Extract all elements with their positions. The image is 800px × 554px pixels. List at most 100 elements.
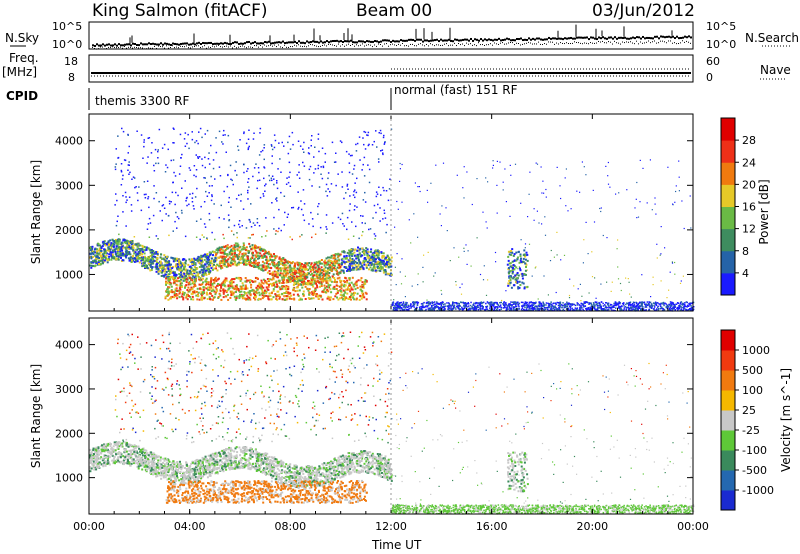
range-gate-cell: [202, 277, 204, 280]
range-gate-cell: [354, 288, 357, 291]
range-gate-cell: [298, 177, 301, 179]
range-gate-cell: [170, 285, 173, 288]
nsky-trace-point: [514, 39, 516, 42]
range-gate-cell: [201, 255, 204, 258]
range-gate-cell: [249, 221, 251, 223]
range-gate-cell: [337, 272, 340, 275]
range-gate-cell: [592, 304, 594, 306]
range-gate-cell: [343, 283, 346, 286]
nsky-trace-point: [662, 35, 664, 38]
range-gate-cell: [254, 293, 256, 296]
nsearch-trace-point: [624, 42, 625, 44]
range-gate-cell: [278, 296, 281, 298]
range-gate-cell: [185, 284, 188, 287]
range-gate-cell: [350, 250, 353, 253]
nsky-trace-point: [246, 41, 248, 44]
range-gate-cell: [193, 276, 196, 279]
nsearch-trace-point: [456, 45, 457, 47]
range-gate-cell: [235, 276, 238, 279]
range-gate-cell: [162, 257, 165, 260]
nsearch-trace-point: [140, 47, 141, 49]
range-gate-cell: [157, 157, 159, 159]
range-gate-cell: [188, 290, 191, 293]
range-gate-cell: [292, 275, 295, 278]
range-gate-cell: [262, 256, 264, 259]
range-gate-cell: [289, 280, 292, 283]
nsky-trace-point: [636, 36, 638, 39]
range-gate-cell: [377, 250, 380, 253]
range-gate-cell: [201, 260, 203, 263]
range-gate-cell: [218, 247, 221, 249]
range-gate-cell: [223, 237, 225, 240]
range-gate-cell: [92, 261, 95, 264]
nsky-trace-point: [114, 43, 116, 46]
range-gate-cell: [181, 286, 183, 288]
range-gate-cell: [94, 247, 97, 250]
range-gate-cell: [279, 158, 281, 160]
range-gate-cell: [545, 308, 547, 311]
nsky-trace-point: [170, 43, 172, 46]
range-gate-cell: [348, 278, 351, 281]
range-gate-cell: [189, 193, 191, 195]
range-gate-cell: [192, 270, 195, 273]
range-gate-cell: [307, 264, 310, 267]
nsearch-trace-point: [218, 44, 219, 46]
nsky-trace-point: [474, 38, 476, 41]
range-gate-cell: [213, 263, 215, 266]
nsky-trace-point: [496, 38, 498, 41]
range-gate-cell: [261, 288, 263, 291]
nsearch-trace-point: [238, 46, 239, 48]
range-gate-cell: [552, 307, 554, 309]
range-gate-cell: [243, 163, 245, 166]
range-gate-cell: [180, 266, 183, 269]
range-gate-cell: [346, 288, 348, 291]
range-gate-cell: [327, 282, 330, 285]
range-gate-cell: [379, 260, 382, 263]
range-gate-cell: [99, 244, 102, 247]
range-gate-cell: [299, 262, 302, 265]
nsky-trace-point: [498, 37, 500, 40]
range-gate-cell: [643, 309, 645, 312]
range-gate-cell: [271, 273, 274, 276]
range-gate-cell: [325, 214, 328, 216]
freq-unit-label: [MHz]: [2, 65, 37, 79]
range-gate-cell: [679, 302, 682, 305]
range-gate-cell: [279, 263, 282, 266]
range-gate-cell: [345, 192, 347, 194]
nsky-trace-point: [472, 39, 474, 42]
range-gate-cell: [285, 272, 288, 275]
range-gate-cell: [681, 306, 683, 309]
nsearch-trace-point: [448, 45, 449, 47]
nsearch-trace-point: [636, 40, 637, 42]
range-gate-cell: [345, 150, 348, 153]
range-gate-cell: [133, 260, 136, 263]
range-gate-cell: [132, 259, 135, 262]
range-gate-cell: [204, 133, 206, 135]
range-gate-cell: [203, 201, 206, 203]
range-gate-cell: [182, 268, 185, 271]
nsearch-trace-point: [110, 47, 111, 49]
range-gate-cell: [180, 295, 183, 298]
range-gate-cell: [277, 264, 280, 267]
range-gate-cell: [422, 302, 424, 305]
nsearch-trace-point: [254, 45, 255, 47]
range-gate-cell: [630, 306, 632, 309]
range-gate-cell: [680, 306, 682, 308]
range-gate-cell: [333, 254, 336, 257]
nsky-trace-point: [188, 43, 190, 46]
range-gate-cell: [520, 301, 523, 304]
range-gate-cell: [225, 295, 228, 298]
range-gate-cell: [329, 266, 332, 269]
nsearch-trace-point: [264, 44, 265, 46]
range-gate-cell: [241, 255, 244, 258]
range-gate-cell: [161, 269, 164, 272]
range-gate-cell: [325, 281, 328, 284]
range-gate-cell: [214, 279, 217, 282]
range-gate-cell: [116, 243, 119, 246]
range-gate-cell: [223, 263, 226, 266]
range-gate-cell: [348, 268, 351, 271]
range-gate-cell: [276, 272, 279, 275]
range-gate-cell: [598, 307, 600, 309]
range-gate-cell: [224, 281, 226, 284]
nsearch-trace-point: [658, 42, 659, 44]
